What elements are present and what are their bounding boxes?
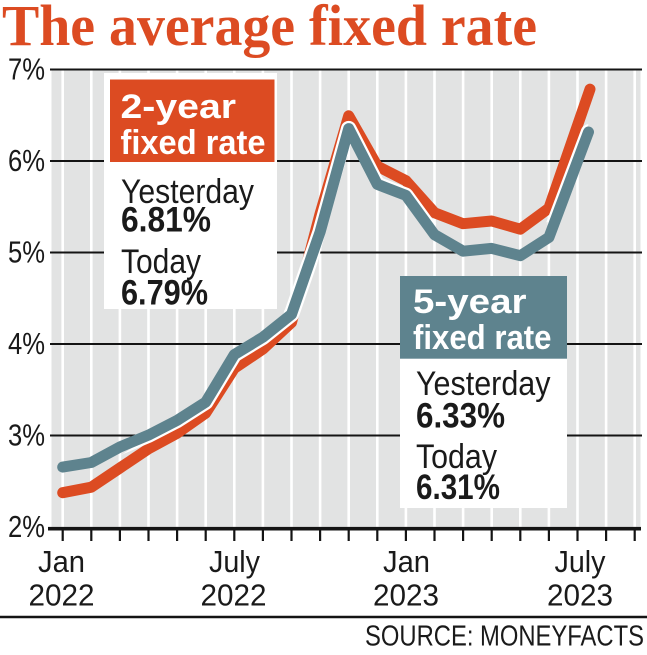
svg-text:SOURCE: MONEYFACTS: SOURCE: MONEYFACTS — [365, 621, 644, 651]
svg-text:Today: Today — [416, 438, 497, 476]
svg-text:5%: 5% — [8, 235, 45, 270]
svg-text:July: July — [209, 544, 260, 579]
svg-text:fixed rate: fixed rate — [413, 319, 552, 357]
svg-text:4%: 4% — [8, 326, 45, 361]
svg-text:The average fixed rate: The average fixed rate — [2, 0, 537, 58]
svg-text:6.31%: 6.31% — [416, 467, 500, 507]
svg-text:July: July — [555, 544, 606, 579]
svg-text:Yesterday: Yesterday — [121, 173, 254, 211]
svg-text:6.81%: 6.81% — [121, 200, 211, 240]
svg-text:2023: 2023 — [373, 577, 439, 612]
svg-text:2023: 2023 — [547, 577, 613, 612]
svg-text:7%: 7% — [8, 52, 45, 87]
svg-text:6.33%: 6.33% — [416, 396, 505, 436]
svg-text:5-year: 5-year — [413, 283, 527, 321]
svg-text:2-year: 2-year — [121, 88, 237, 126]
svg-text:Yesterday: Yesterday — [416, 365, 551, 403]
svg-text:6%: 6% — [8, 143, 45, 178]
svg-text:6.79%: 6.79% — [121, 273, 208, 313]
svg-text:2022: 2022 — [201, 577, 267, 612]
svg-text:fixed rate: fixed rate — [121, 124, 266, 162]
svg-text:Today: Today — [121, 243, 201, 281]
svg-text:2%: 2% — [8, 509, 45, 544]
svg-text:Jan: Jan — [38, 544, 85, 579]
svg-text:3%: 3% — [8, 418, 45, 453]
svg-text:Jan: Jan — [383, 544, 430, 579]
svg-text:2022: 2022 — [29, 577, 95, 612]
